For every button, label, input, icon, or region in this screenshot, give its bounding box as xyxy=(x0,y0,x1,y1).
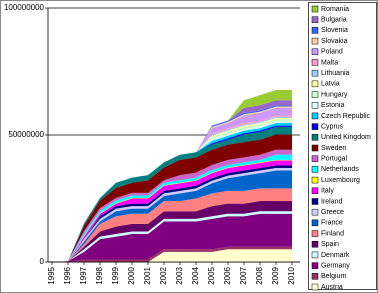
y-tick-label: 0 xyxy=(40,257,45,266)
legend-swatch xyxy=(311,80,319,88)
plot-area: 0 50000000 100000000 1995 1996 1997 1998 1999 20… xyxy=(4,3,300,285)
x-tick-label: 2001 xyxy=(143,266,152,284)
legend-swatch xyxy=(311,155,319,162)
legend-label: Cyprus xyxy=(321,123,344,130)
legend-label: Ireland xyxy=(321,198,343,205)
legend-swatch xyxy=(311,123,319,130)
legend-label: Luxembourg xyxy=(321,177,360,184)
area xyxy=(52,213,292,262)
legend-swatch xyxy=(311,273,319,280)
legend-label: Czech Republic xyxy=(321,113,371,120)
x-tick-label: 2003 xyxy=(175,266,184,284)
area xyxy=(52,188,292,262)
area xyxy=(52,201,292,262)
legend-swatch xyxy=(311,283,319,291)
legend-swatch xyxy=(311,112,319,120)
legend: Romania Bulgaria Slovenia Slovakia Poland Mal… xyxy=(308,2,377,291)
legend-label: Belgium xyxy=(321,273,346,280)
x-tick-label: 2002 xyxy=(159,266,168,284)
legend-swatch xyxy=(311,101,319,109)
x-tick-label: 1998 xyxy=(95,266,104,284)
legend-label: Lithuania xyxy=(321,70,350,77)
y-tick-label: 100000000 xyxy=(4,3,45,12)
legend-label: Bulgaria xyxy=(321,17,347,24)
x-tick-label: 2005 xyxy=(207,266,216,284)
legend-swatch xyxy=(311,262,319,269)
x-tick-label: 2007 xyxy=(239,266,248,284)
legend-label: Spain xyxy=(321,241,339,248)
legend-swatch xyxy=(311,5,319,13)
legend-label: Denmark xyxy=(321,252,350,259)
legend-label: Greece xyxy=(321,209,344,216)
legend-swatch xyxy=(311,176,319,184)
legend-label: Italy xyxy=(321,188,334,195)
legend-swatch xyxy=(311,16,319,23)
legend-swatch xyxy=(311,27,319,34)
legend-label: Netherlands xyxy=(321,166,359,173)
legend-label: Estonia xyxy=(321,102,344,109)
legend-swatch xyxy=(311,187,319,195)
area xyxy=(52,249,292,262)
legend-label: France xyxy=(321,220,343,227)
legend-label: Finland xyxy=(321,230,344,237)
legend-swatch xyxy=(311,91,319,98)
legend-label: Portugal xyxy=(321,156,348,163)
legend-label: Austria xyxy=(321,284,343,291)
legend-swatch xyxy=(311,37,319,45)
legend-label: Poland xyxy=(321,49,343,56)
area xyxy=(52,246,292,262)
x-tick-label: 1999 xyxy=(111,266,120,284)
legend-swatch xyxy=(311,134,319,141)
legend-swatch xyxy=(311,59,319,66)
legend-label: Hungary xyxy=(321,91,348,98)
legend-label: Malta xyxy=(321,59,338,66)
x-tick-label: 1996 xyxy=(63,266,72,284)
legend-label: Slovakia xyxy=(321,38,348,45)
legend-label: United Kingdom xyxy=(321,134,371,141)
legend-label: Sweden xyxy=(321,145,346,152)
legend-swatch xyxy=(311,144,319,152)
legend-swatch xyxy=(311,230,319,237)
legend-swatch xyxy=(311,208,319,216)
legend-swatch xyxy=(311,69,319,77)
x-tick-label: 2000 xyxy=(127,266,136,284)
legend-swatch xyxy=(311,219,319,227)
x-tick-label: 2009 xyxy=(271,266,280,284)
legend-swatch xyxy=(311,48,319,56)
x-tick-label: 2004 xyxy=(191,266,200,284)
legend-swatch xyxy=(311,198,319,205)
x-tick-label: 2008 xyxy=(255,266,264,284)
legend-swatch xyxy=(311,166,319,173)
legend-label: Germany xyxy=(321,262,350,269)
legend-box xyxy=(308,2,377,290)
legend-swatch xyxy=(311,240,319,248)
legend-label: Slovenia xyxy=(321,27,348,34)
area xyxy=(52,170,292,262)
x-tick-label: 2006 xyxy=(223,266,232,284)
x-tick-label: 1995 xyxy=(47,266,56,284)
x-tick-label: 2010 xyxy=(287,266,296,284)
area xyxy=(52,134,292,262)
legend-label: Latvia xyxy=(321,81,340,88)
y-tick-label: 50000000 xyxy=(8,130,44,139)
legend-label: Romania xyxy=(321,6,349,13)
x-tick-label: 1997 xyxy=(79,266,88,284)
legend-swatch xyxy=(311,251,319,259)
